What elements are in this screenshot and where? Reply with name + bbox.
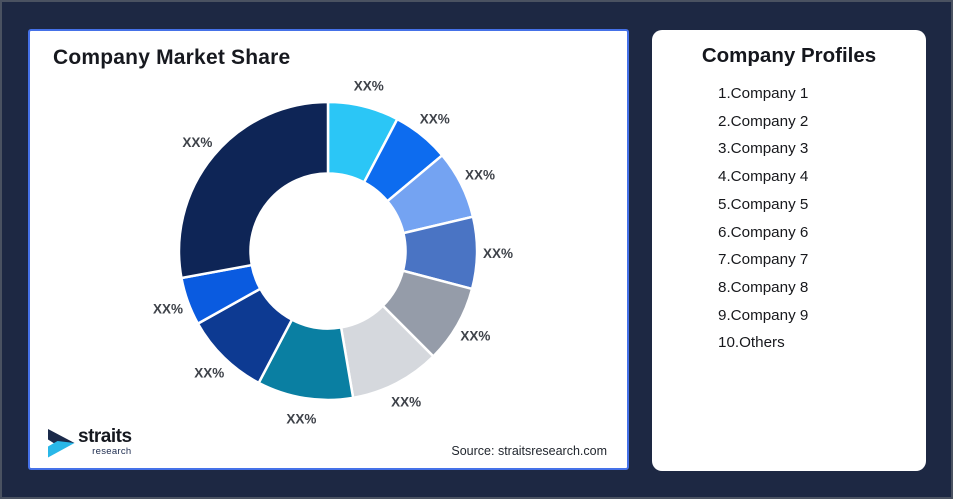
company-list-item: 6.Company 6 bbox=[718, 223, 809, 241]
slice-label-8: XX% bbox=[194, 365, 224, 380]
company-list-item: 7.Company 7 bbox=[718, 251, 809, 269]
market-share-card: XX% XX% XX% XX% XX% XX% XX% XX% XX% XX% Company M… bbox=[28, 29, 629, 470]
company-list-item: 9.Company 9 bbox=[718, 306, 809, 324]
logo-text: straits research bbox=[78, 427, 132, 457]
logo-name: straits bbox=[78, 426, 132, 447]
donut-chart: XX% XX% XX% XX% XX% XX% XX% XX% XX% XX% bbox=[153, 79, 513, 427]
slice-label-10: XX% bbox=[182, 135, 212, 150]
company-list-item: 5.Company 5 bbox=[718, 195, 809, 213]
slice-label-1: XX% bbox=[354, 79, 384, 94]
slice-label-7: XX% bbox=[286, 412, 316, 427]
company-list-item: 10.Others bbox=[718, 334, 785, 352]
chart-title: Company Market Share bbox=[53, 46, 291, 69]
logo-subtitle: research bbox=[92, 446, 132, 457]
slice-label-5: XX% bbox=[460, 328, 490, 343]
company-profiles-card: Company Profiles 1.Company 1 2.Company 2 3… bbox=[652, 30, 926, 471]
company-list-item: 8.Company 8 bbox=[718, 278, 809, 296]
company-list-item: 3.Company 3 bbox=[718, 140, 809, 158]
straits-research-logo: straits research bbox=[48, 427, 132, 458]
slice-label-2: XX% bbox=[420, 111, 450, 126]
source-note: Source: straitsresearch.com bbox=[451, 444, 607, 458]
profiles-title: Company Profiles bbox=[701, 44, 877, 67]
company-list-item: 1.Company 1 bbox=[718, 85, 809, 102]
straits-arrow-icon bbox=[48, 429, 75, 458]
slice-label-4: XX% bbox=[483, 246, 513, 261]
slice-label-6: XX% bbox=[391, 395, 421, 410]
company-list-item: 2.Company 2 bbox=[718, 112, 809, 130]
company-list: 1.Company 1 2.Company 2 3.Company 3 4.Compa… bbox=[718, 80, 916, 357]
slice-label-9: XX% bbox=[153, 301, 183, 316]
company-list-item: 4.Company 4 bbox=[718, 168, 809, 186]
slice-label-3: XX% bbox=[465, 167, 495, 182]
donut-segment-10 bbox=[177, 100, 330, 280]
